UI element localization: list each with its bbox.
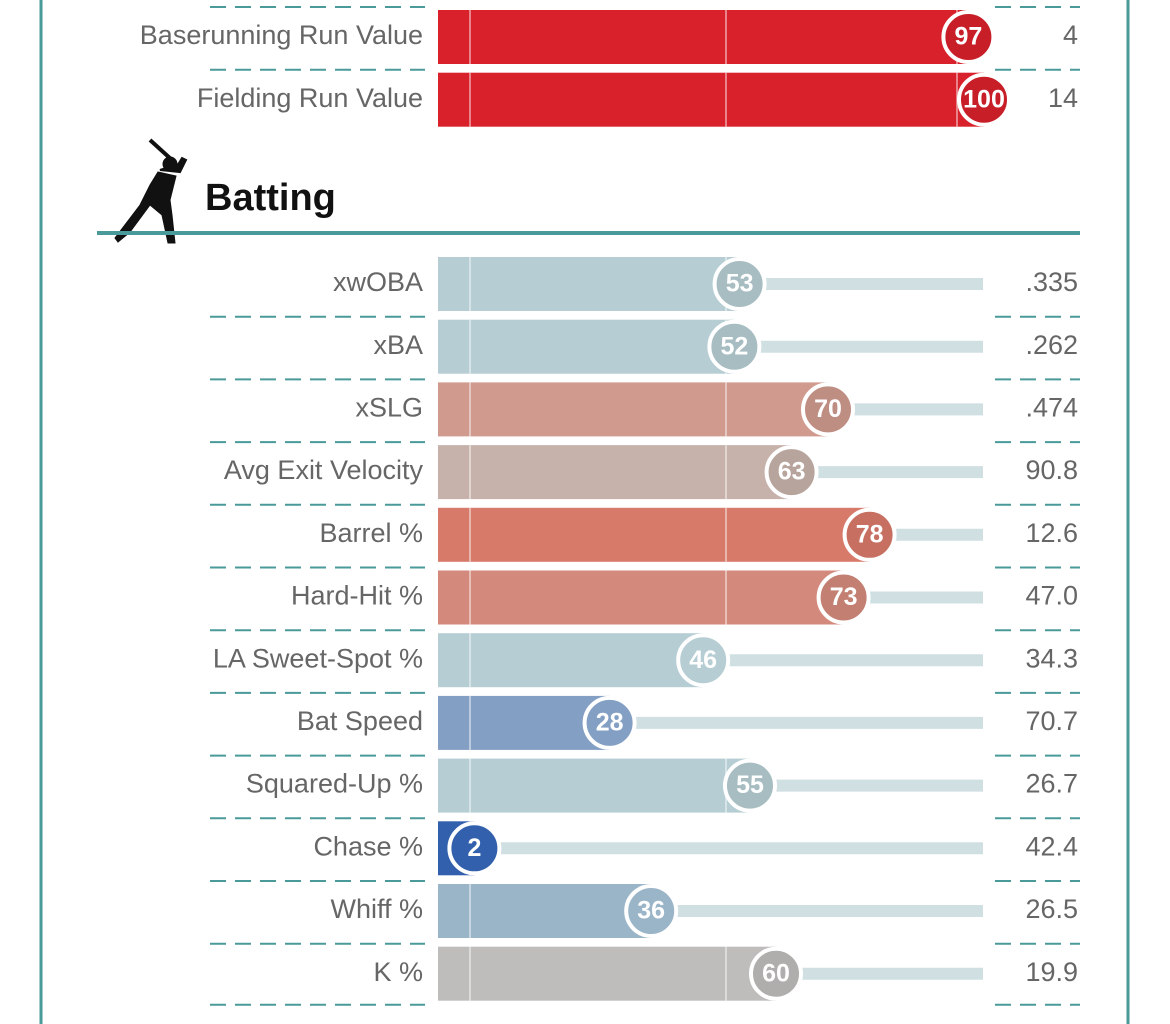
bar — [438, 946, 776, 1001]
metric-value: 4 — [1063, 20, 1078, 50]
metric-value: 19.9 — [1025, 957, 1078, 987]
metric-label: xBA — [373, 330, 423, 360]
section-title: Batting — [205, 177, 336, 219]
metric-label: Barrel % — [319, 518, 423, 548]
metric-label: K % — [373, 957, 423, 987]
bar — [438, 72, 984, 127]
percentile-label: 60 — [762, 959, 790, 987]
bar — [438, 445, 792, 500]
metric-label: Avg Exit Velocity — [224, 455, 424, 485]
percentile-dot — [707, 319, 762, 374]
percentile-dot — [764, 445, 819, 500]
percentile-dot — [749, 946, 803, 1001]
metric-value: .335 — [1025, 267, 1078, 297]
percentile-dot — [842, 507, 897, 562]
metric-label: xwOBA — [333, 267, 423, 297]
bar — [438, 884, 652, 938]
metric-label: Squared-Up % — [246, 769, 423, 799]
percentile-dot — [676, 633, 731, 688]
percentile-label: 55 — [736, 771, 764, 799]
percentile-label: 36 — [637, 897, 665, 925]
metric-label: Baserunning Run Value — [140, 20, 423, 50]
percentile-dot — [582, 695, 637, 750]
metric-value: .474 — [1025, 393, 1078, 423]
metric-label: Whiff % — [330, 894, 423, 924]
percentile-label: 53 — [726, 270, 754, 298]
metric-label: Chase % — [313, 831, 423, 861]
percentile-label: 52 — [720, 332, 748, 360]
metric-value: 70.7 — [1025, 706, 1078, 736]
metric-label: Hard-Hit % — [291, 581, 423, 611]
metric-label: Bat Speed — [297, 706, 423, 736]
metric-label: LA Sweet-Spot % — [213, 643, 423, 673]
percentile-label: 100 — [963, 85, 1005, 113]
bar — [438, 507, 870, 562]
metric-value: 47.0 — [1025, 581, 1078, 611]
percentile-dot — [801, 382, 855, 437]
metric-value: 12.6 — [1025, 518, 1078, 548]
batter-icon — [114, 138, 188, 244]
metric-value: 14 — [1048, 83, 1078, 113]
percentile-label: 63 — [778, 458, 806, 486]
percentile-label: 97 — [954, 23, 982, 51]
metric-value: 42.4 — [1025, 831, 1078, 861]
metric-label: Fielding Run Value — [197, 83, 423, 113]
bar — [438, 695, 610, 750]
percentile-label: 46 — [689, 646, 717, 674]
metric-value: .262 — [1025, 330, 1078, 360]
metric-value: 26.7 — [1025, 769, 1078, 799]
metric-value: 90.8 — [1025, 455, 1078, 485]
bar — [438, 633, 704, 688]
percentile-label: 28 — [596, 709, 624, 737]
percentile-dot — [941, 10, 996, 64]
bar — [438, 257, 740, 311]
percentile-dot — [712, 257, 767, 311]
percentile-label: 2 — [467, 834, 481, 862]
metric-label: xSLG — [355, 393, 423, 423]
percentile-label: 73 — [830, 583, 858, 611]
bar — [438, 10, 969, 64]
percentile-label: 78 — [856, 520, 884, 548]
bar — [438, 570, 844, 625]
percentile-dot — [957, 72, 1011, 127]
percentile-dot — [723, 758, 777, 813]
metric-value: 34.3 — [1025, 643, 1078, 673]
bar — [438, 382, 828, 437]
percentile-dot — [816, 570, 871, 625]
percentile-dot — [447, 821, 502, 876]
percentile-label: 70 — [814, 395, 842, 423]
bar — [438, 758, 750, 813]
bar — [438, 319, 735, 374]
percentile-dot — [624, 884, 679, 938]
metric-value: 26.5 — [1025, 894, 1078, 924]
